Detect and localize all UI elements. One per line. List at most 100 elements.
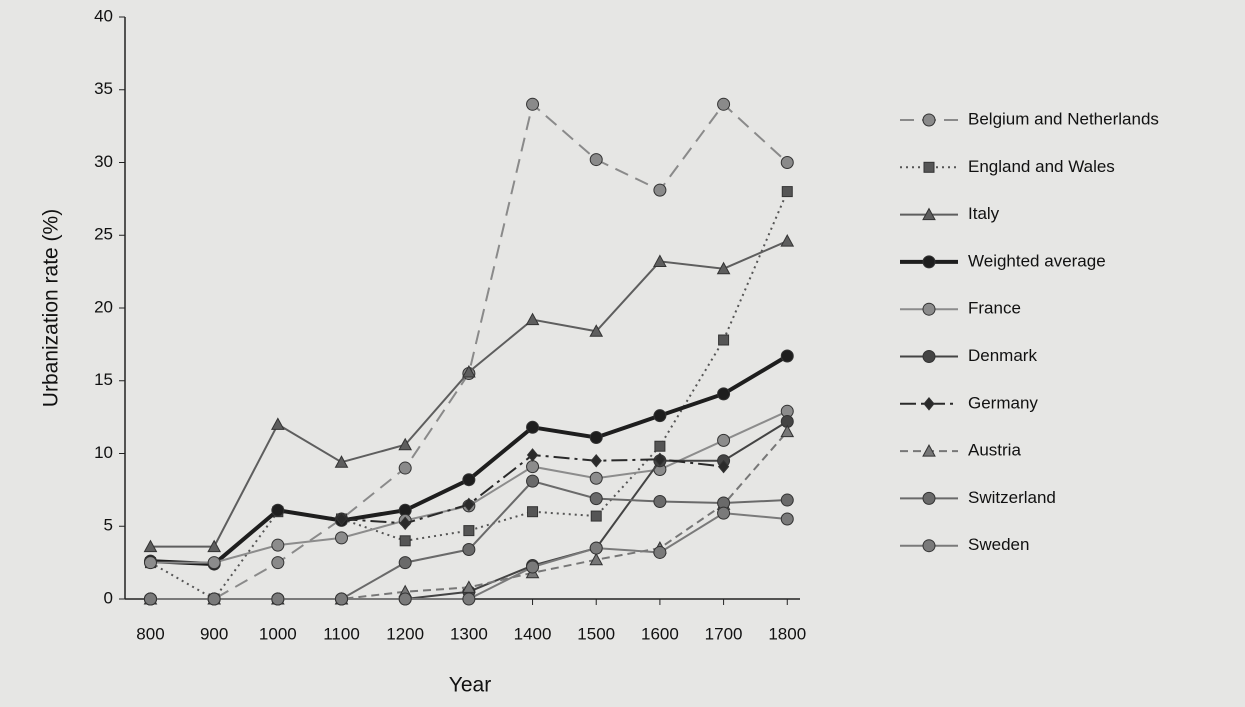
legend-marker: [922, 491, 936, 505]
data-point: [526, 448, 539, 462]
data-point: [462, 364, 476, 378]
legend-label: France: [968, 299, 1021, 318]
legend-marker: [922, 444, 936, 457]
data-point: [526, 420, 540, 434]
data-point: [463, 497, 475, 512]
legend-marker: [922, 255, 936, 269]
x-tick-label: 1700: [705, 624, 743, 643]
y-tick-label: 15: [94, 370, 113, 389]
data-point: [589, 324, 604, 337]
data-point: [526, 560, 540, 574]
data-point: [589, 552, 604, 566]
data-point: [462, 543, 476, 557]
y-tick-label: 40: [94, 6, 113, 25]
data-point: [143, 556, 157, 570]
data-point: [335, 512, 348, 526]
data-point: [398, 461, 412, 475]
data-point: [526, 460, 540, 474]
data-point: [653, 409, 667, 423]
y-axis-label: Urbanization rate (%): [40, 209, 63, 407]
legend-marker: [922, 539, 936, 553]
x-tick-label: 1100: [323, 624, 360, 643]
y-tick-label: 20: [94, 297, 113, 316]
legend-marker: [922, 113, 936, 127]
legend-label: Italy: [968, 204, 1000, 223]
data-point: [399, 535, 411, 547]
x-tick-label: 1400: [514, 624, 552, 643]
x-tick-label: 900: [200, 624, 228, 643]
data-point: [590, 510, 602, 522]
legend-label: Denmark: [968, 346, 1037, 365]
data-point: [653, 495, 667, 509]
data-point: [526, 474, 540, 488]
legend-label: Austria: [968, 441, 1021, 460]
data-point: [335, 531, 349, 545]
data-point: [716, 261, 731, 275]
data-point: [717, 433, 731, 447]
data-point: [653, 254, 667, 267]
x-tick-label: 1600: [641, 624, 679, 643]
series-line: [150, 102, 788, 600]
data-point: [589, 430, 603, 444]
data-point: [527, 506, 539, 518]
data-point: [270, 417, 285, 430]
legend-label: Belgium and Netherlands: [968, 109, 1159, 128]
x-axis-label: Year: [449, 674, 491, 697]
data-point: [398, 556, 412, 570]
data-point: [717, 97, 731, 111]
data-point: [398, 592, 412, 606]
series-line: [149, 191, 789, 601]
data-point: [271, 538, 285, 552]
data-point: [143, 592, 157, 606]
data-point: [398, 437, 413, 451]
data-point: [334, 455, 349, 468]
y-tick-label: 30: [94, 152, 113, 171]
data-point: [780, 424, 795, 438]
data-point: [780, 349, 794, 363]
data-point: [207, 556, 221, 570]
data-point: [589, 541, 603, 555]
y-tick-label: 5: [104, 516, 113, 535]
data-point: [463, 525, 475, 537]
legend-label: England and Wales: [968, 157, 1115, 176]
data-point: [399, 516, 411, 531]
data-point: [271, 592, 285, 606]
x-tick-label: 800: [136, 624, 164, 643]
data-point: [207, 539, 221, 553]
legend-label: Weighted average: [968, 251, 1106, 270]
data-point: [654, 440, 666, 452]
data-point: [653, 183, 667, 197]
data-point: [271, 503, 285, 517]
data-point: [654, 452, 666, 467]
series-line: [150, 431, 789, 600]
data-point: [718, 334, 730, 346]
data-point: [335, 592, 349, 606]
data-point: [462, 473, 476, 487]
data-point: [717, 506, 731, 520]
data-point: [589, 492, 603, 506]
data-point: [462, 580, 476, 593]
y-tick-label: 35: [94, 79, 113, 98]
legend-marker: [923, 397, 935, 411]
data-point: [717, 459, 730, 474]
x-tick-label: 1800: [768, 624, 806, 643]
data-point: [780, 493, 794, 507]
legend-label: Sweden: [968, 535, 1029, 554]
data-point: [462, 592, 476, 606]
data-point: [143, 539, 158, 553]
x-tick-label: 1500: [577, 624, 615, 643]
legend-marker: [923, 161, 935, 173]
data-point: [526, 97, 540, 111]
data-point: [781, 186, 793, 198]
data-point: [780, 156, 794, 169]
y-tick-label: 0: [104, 588, 113, 607]
data-point: [780, 512, 794, 526]
legend-marker: [922, 350, 936, 363]
data-point: [589, 153, 603, 167]
y-tick-label: 25: [94, 225, 113, 244]
data-point: [653, 545, 667, 559]
data-point: [780, 234, 795, 247]
data-point: [717, 387, 731, 401]
x-tick-label: 1200: [386, 624, 424, 643]
legend-marker: [922, 207, 936, 221]
